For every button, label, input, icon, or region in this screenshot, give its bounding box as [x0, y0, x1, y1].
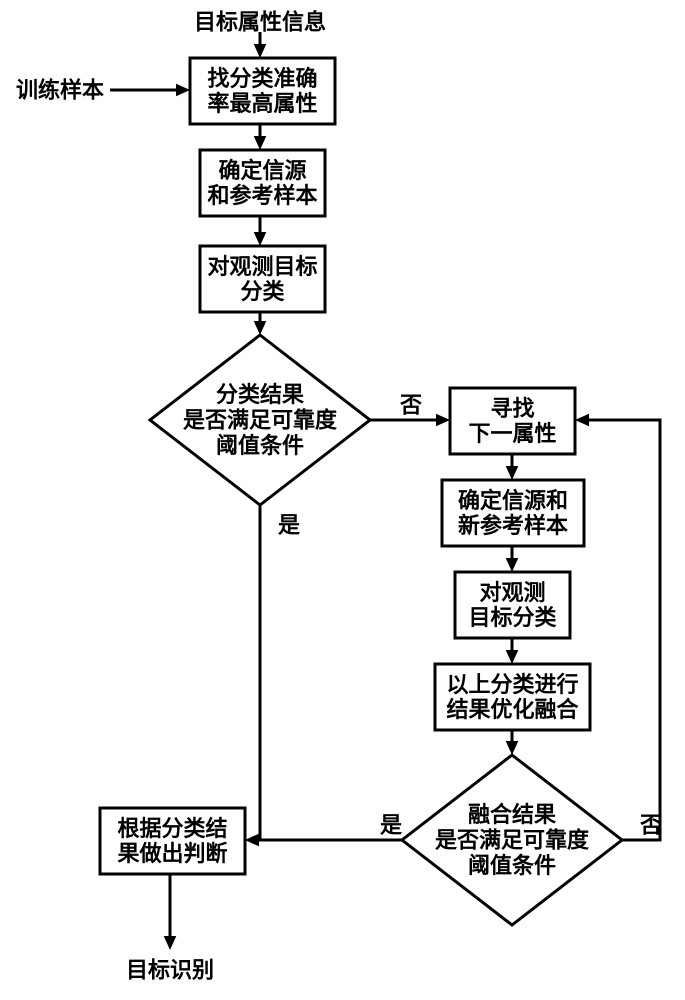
svg-text:阈值条件: 阈值条件 [216, 433, 304, 458]
svg-text:分类: 分类 [240, 279, 285, 304]
svg-text:对观测: 对观测 [479, 580, 545, 605]
svg-text:否: 否 [639, 813, 662, 838]
flowchart-canvas: 否是是否找分类准确率最高属性确定信源和参考样本对观测目标分类分类结果是否满足可靠… [0, 0, 685, 1000]
svg-text:下一属性: 下一属性 [468, 421, 556, 446]
svg-text:是否满足可靠度: 是否满足可靠度 [435, 828, 590, 853]
svg-text:确定信源: 确定信源 [218, 158, 306, 183]
io-label: 目标识别 [126, 958, 214, 983]
svg-text:率最高属性: 率最高属性 [207, 91, 317, 116]
svg-text:找分类准确: 找分类准确 [207, 66, 317, 91]
io-label: 训练样本 [16, 78, 104, 103]
svg-text:分类结果: 分类结果 [216, 382, 304, 407]
svg-text:以上分类进行: 以上分类进行 [446, 672, 578, 697]
svg-text:果做出判断: 果做出判断 [117, 841, 227, 866]
svg-text:新参考样本: 新参考样本 [458, 513, 568, 538]
svg-text:根据分类结: 根据分类结 [117, 816, 227, 841]
svg-text:是: 是 [380, 813, 402, 838]
svg-text:目标分类: 目标分类 [468, 605, 557, 630]
svg-text:结果优化融合: 结果优化融合 [446, 697, 579, 722]
svg-text:和参考样本: 和参考样本 [207, 183, 317, 208]
svg-text:是: 是 [278, 513, 300, 538]
io-label: 目标属性信息 [194, 10, 326, 35]
svg-text:否: 否 [399, 393, 422, 418]
svg-text:是否满足可靠度: 是否满足可靠度 [183, 408, 338, 433]
svg-text:融合结果: 融合结果 [468, 802, 556, 827]
svg-text:确定信源和: 确定信源和 [458, 488, 568, 513]
svg-text:阈值条件: 阈值条件 [468, 853, 556, 878]
svg-text:寻找: 寻找 [490, 396, 534, 421]
svg-text:对观测目标: 对观测目标 [207, 254, 317, 279]
